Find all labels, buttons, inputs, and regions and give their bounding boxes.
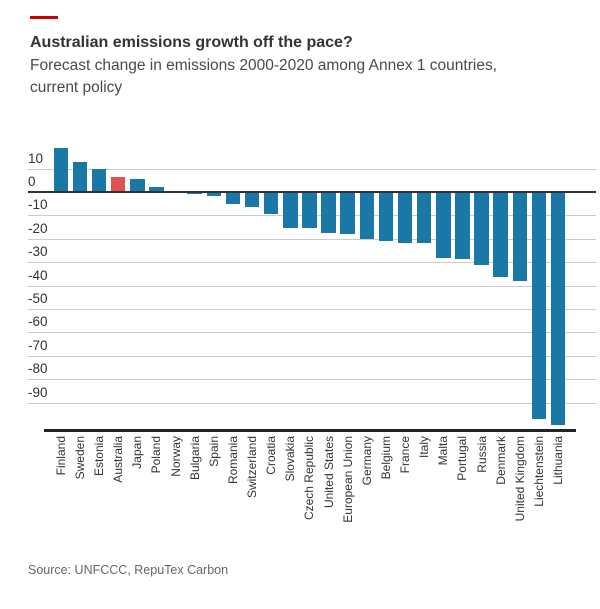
y-axis-tick-label: -30 — [28, 244, 48, 260]
bar-european-union — [340, 192, 355, 235]
x-axis-label-czech-republic: Czech Republic — [302, 436, 317, 521]
bar-sweden — [72, 161, 88, 192]
bar-finland — [53, 147, 68, 192]
x-axis-label-liechtenstein: Liechtenstein — [532, 436, 546, 507]
bar-france — [397, 192, 413, 244]
bar-belgium — [378, 192, 394, 242]
x-axis-label-denmark: Denmark — [493, 436, 508, 485]
x-axis-line — [44, 429, 576, 432]
x-axis-label-switzerland: Switzerland — [245, 436, 260, 499]
x-axis-label-bulgaria: Bulgaria — [187, 436, 202, 481]
x-axis-label-germany: Germany — [359, 436, 374, 486]
bar-germany — [359, 192, 375, 239]
gridline — [28, 285, 596, 287]
y-axis-tick-label: -80 — [28, 361, 48, 377]
bar-italy — [416, 192, 432, 244]
y-axis-tick-label: 10 — [28, 150, 44, 166]
bar-bulgaria — [187, 192, 202, 195]
bar-chart: 10 0 -10 -20 -30 -40 -50 -60 -70 -80 -90 Finland Swe… — [28, 147, 596, 523]
x-axis-label-european-union: European Union — [340, 436, 355, 523]
bar-spain — [206, 192, 222, 196]
gridline — [28, 168, 596, 170]
bar-czech-republic — [302, 192, 317, 229]
gridline — [28, 402, 596, 404]
x-axis-label-slovakia: Slovakia — [283, 436, 298, 482]
y-axis-tick-label: -20 — [28, 220, 48, 236]
x-axis-label-spain: Spain — [206, 436, 221, 467]
y-axis-tick-label: -40 — [28, 267, 48, 283]
x-axis-label-finland: Finland — [53, 436, 68, 476]
x-axis-label-poland: Poland — [149, 436, 164, 474]
x-axis-label-united-kingdom: United Kingdom — [512, 436, 527, 522]
y-axis-tick-label: -50 — [28, 291, 48, 306]
gridline — [28, 262, 596, 264]
gridline — [28, 355, 596, 357]
accent-rule — [30, 16, 58, 19]
bar-lithuania — [550, 192, 566, 425]
x-axis-label-sweden: Sweden — [72, 436, 87, 480]
bar-united-states — [321, 192, 336, 233]
gridline — [28, 238, 596, 240]
y-axis-tick-label: -60 — [28, 314, 48, 330]
bar-estonia — [91, 168, 107, 192]
x-axis-label-japan: Japan — [130, 436, 145, 469]
bar-poland — [149, 187, 164, 192]
bar-switzerland — [244, 192, 260, 208]
x-axis-label-norway: Norway — [168, 436, 183, 477]
bar-liechtenstein — [531, 192, 547, 419]
y-axis-tick-label: 0 — [28, 174, 36, 189]
gridline — [28, 309, 596, 310]
chart-subtitle-line1: Forecast change in emissions 2000-2020 a… — [30, 57, 498, 74]
gridline — [28, 332, 596, 334]
x-axis-label-portugal: Portugal — [455, 436, 470, 481]
y-axis-tick-label: -10 — [28, 197, 48, 213]
bar-romania — [225, 192, 241, 204]
bar-croatia — [263, 192, 279, 215]
x-axis-label-italy: Italy — [417, 436, 432, 459]
bar-portugal — [455, 192, 470, 259]
chart-title: Australian emissions growth off the pace… — [30, 34, 353, 51]
x-axis-label-australia: Australia — [111, 436, 126, 483]
bar-united-kingdom — [512, 192, 528, 281]
x-axis-label-estonia: Estonia — [92, 436, 107, 477]
x-axis-label-romania: Romania — [225, 436, 240, 485]
x-axis-label-russia: Russia — [474, 436, 489, 473]
x-axis-label-united-states: United States — [321, 436, 336, 509]
source-note: Source: UNFCCC, RepuTex Carbon — [28, 563, 229, 577]
bar-slovakia — [283, 192, 298, 229]
y-axis-tick-label: -70 — [28, 337, 48, 353]
x-axis-label-croatia: Croatia — [264, 436, 279, 475]
y-axis-tick-label: -90 — [28, 384, 48, 400]
x-axis-label-malta: Malta — [436, 436, 451, 466]
chart-subtitle-line2: current policy — [30, 79, 123, 96]
bar-russia — [474, 192, 489, 265]
bar-denmark — [493, 192, 508, 278]
bar-japan — [130, 179, 145, 192]
bar-malta — [436, 192, 451, 258]
x-axis-label-france: France — [398, 436, 413, 474]
bar-australia — [110, 176, 126, 192]
x-axis-label-lithuania: Lithuania — [551, 436, 566, 485]
gridline — [28, 379, 596, 381]
zero-baseline — [28, 191, 596, 193]
x-axis-label-belgium: Belgium — [378, 436, 393, 480]
